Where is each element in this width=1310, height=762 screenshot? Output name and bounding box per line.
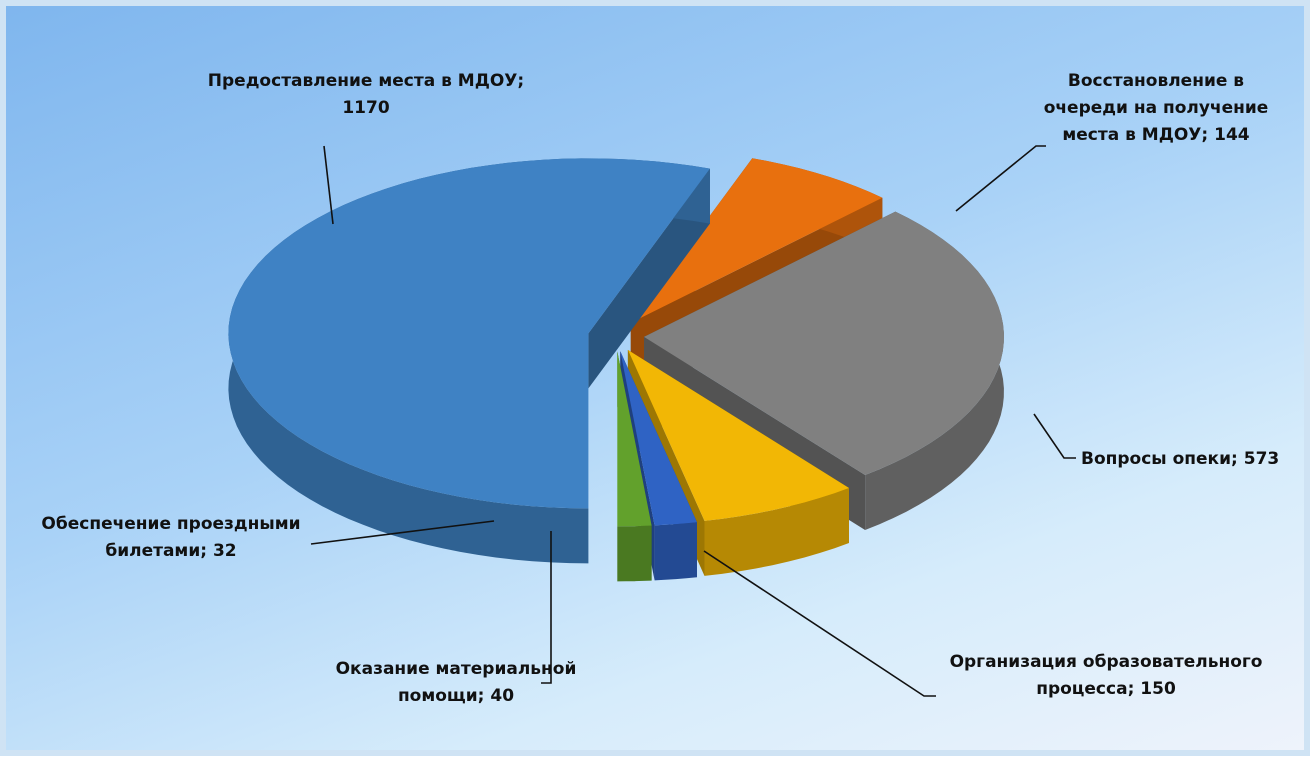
slice-rim [654, 522, 697, 581]
slice-rim [617, 525, 652, 582]
label-separator: ; [1201, 125, 1215, 145]
label-category: Организация образовательного процесса [949, 652, 1263, 699]
data-label: Предоставление места в МДОУ; 1170 [186, 68, 546, 122]
slice-top [627, 349, 849, 521]
data-label: Обеспечение проездными билетами; 32 [11, 511, 331, 565]
data-label: Восстановление в очереди на получение ме… [1036, 68, 1276, 149]
label-separator: ; [517, 71, 531, 91]
slice [617, 351, 652, 582]
label-value: 150 [1140, 679, 1176, 699]
data-label: Вопросы опеки; 573 [1081, 446, 1310, 473]
data-label: Оказание материальной помощи; 40 [306, 656, 606, 710]
label-value: 1170 [342, 98, 390, 118]
label-category: Вопросы опеки [1081, 449, 1232, 469]
label-category: Восстановление в очереди на получение ме… [1043, 71, 1269, 145]
slice-side [588, 168, 710, 389]
label-value: 40 [490, 686, 515, 706]
leader-line [323, 145, 334, 225]
slice-top [620, 351, 697, 526]
data-label: Организация образовательного процесса; 1… [936, 649, 1276, 703]
leader-line [703, 550, 936, 697]
slice-top [228, 158, 710, 509]
leader-line [541, 531, 552, 684]
leader-line [1033, 413, 1076, 459]
label-separator: ; [1127, 679, 1141, 699]
slice-top [630, 158, 883, 323]
slice-top [617, 351, 652, 527]
leader-line [310, 520, 495, 545]
label-value: 144 [1214, 125, 1250, 145]
label-separator: ; [477, 686, 491, 706]
slice-rim [704, 488, 849, 576]
label-separator: ; [200, 541, 213, 561]
label-separator: ; [1231, 449, 1244, 469]
plot-area [228, 145, 1076, 697]
pie [228, 158, 1004, 582]
label-category: Оказание материальной помощи [335, 659, 577, 706]
slice [228, 158, 710, 564]
label-category: Обеспечение проездными билетами [41, 514, 301, 561]
label-category: Предоставление места в МДОУ [207, 71, 518, 91]
label-value: 573 [1243, 449, 1280, 469]
slice-top [644, 211, 1004, 475]
label-value: 32 [212, 541, 237, 561]
slice [627, 349, 849, 576]
leader-line [955, 145, 1046, 212]
